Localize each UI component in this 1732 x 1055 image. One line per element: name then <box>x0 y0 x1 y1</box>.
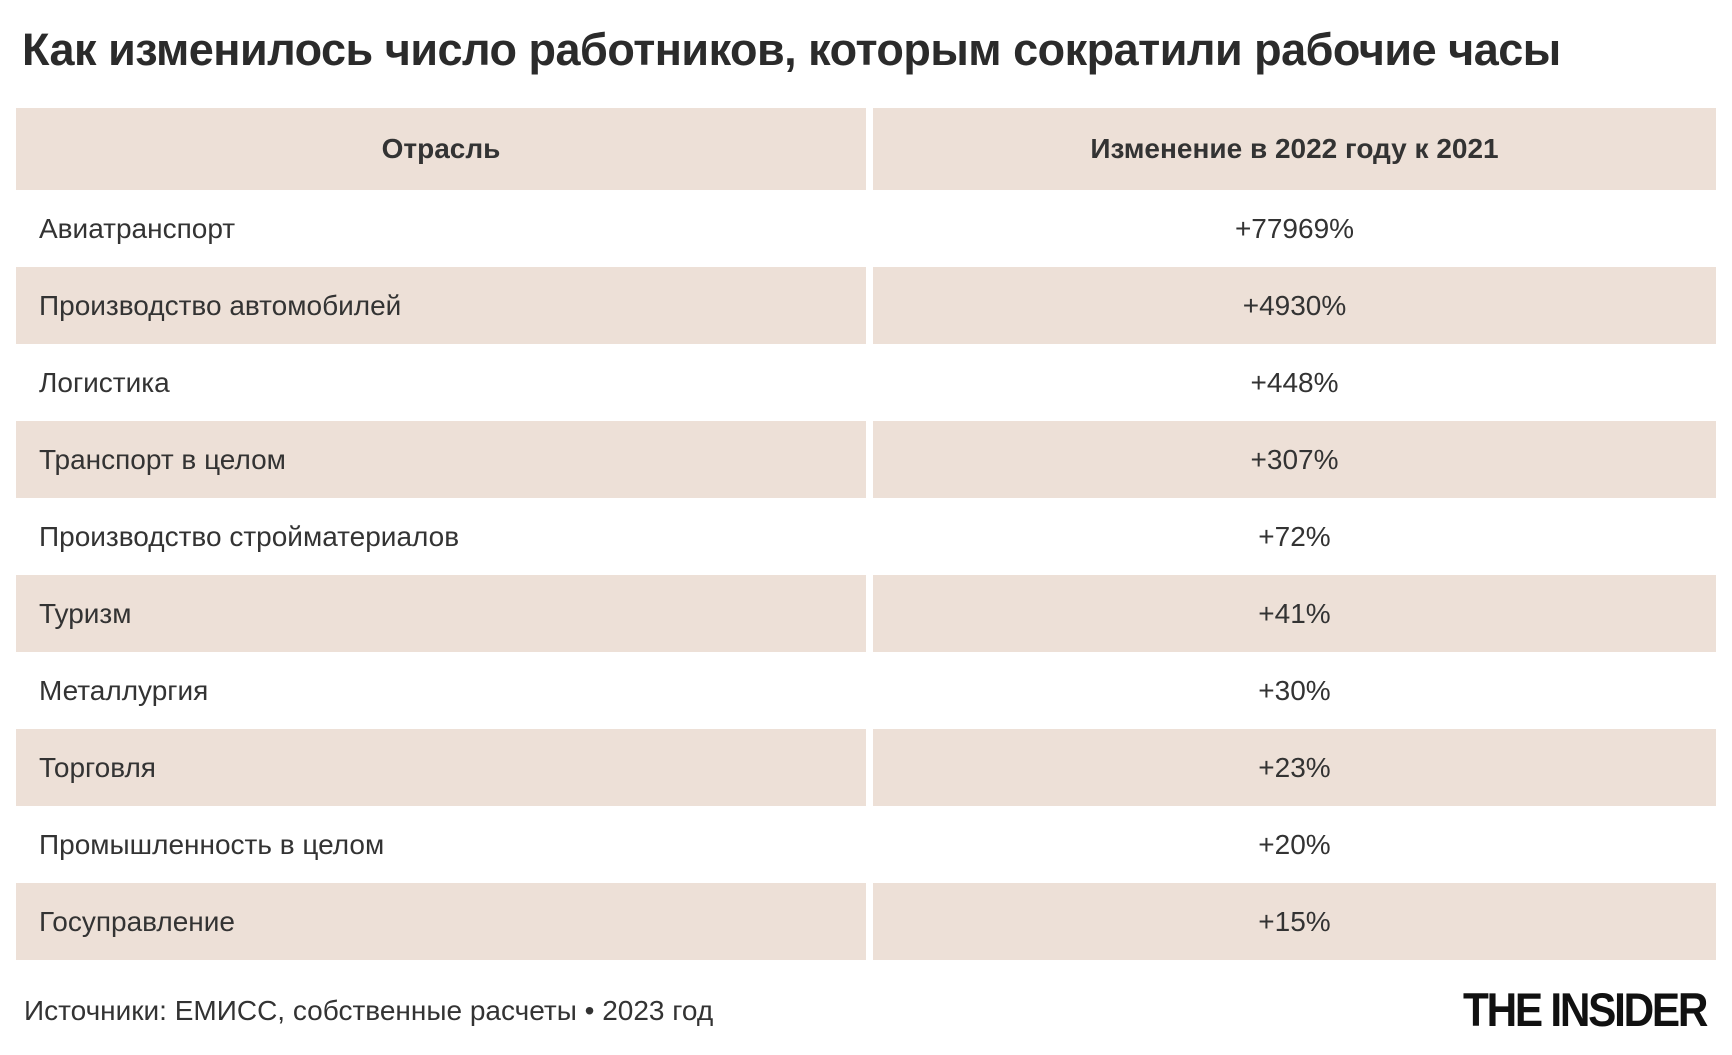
header-cell-industry: Отрасль <box>16 108 866 190</box>
industry-cell: Авиатранспорт <box>39 212 236 244</box>
table-row: Промышленность в целом +20% <box>16 806 1716 883</box>
table-row: Туризм +41% <box>16 575 1716 652</box>
table-row: Транспорт в целом +307% <box>16 421 1716 498</box>
industry-cell: Транспорт в целом <box>16 421 866 498</box>
change-cell: +15% <box>866 883 1716 960</box>
the-insider-logo: THE INSIDER <box>1462 983 1708 1036</box>
industry-cell: Промышленность в целом <box>39 828 385 860</box>
industry-cell: Туризм <box>16 575 866 652</box>
industry-cell: Госуправление <box>16 883 866 960</box>
table-row: Производство стройматериалов +72% <box>16 498 1716 575</box>
table-row: Авиатранспорт +77969% <box>16 190 1716 267</box>
change-cell: +23% <box>866 729 1716 806</box>
change-cell: +307% <box>866 421 1716 498</box>
change-cell: +41% <box>866 575 1716 652</box>
industry-cell: Торговля <box>16 729 866 806</box>
change-cell: +20% <box>866 806 1716 883</box>
header-cell-change: Изменение в 2022 году к 2021 <box>866 108 1716 190</box>
change-cell: +77969% <box>866 190 1716 267</box>
table-row: Торговля +23% <box>16 729 1716 806</box>
data-table: Отрасль Изменение в 2022 году к 2021 Ави… <box>16 108 1716 960</box>
table-body: Авиатранспорт +77969% Производство автом… <box>16 190 1716 960</box>
industry-cell: Производство автомобилей <box>16 267 866 344</box>
table-row: Производство автомобилей +4930% <box>16 267 1716 344</box>
table-header-row: Отрасль Изменение в 2022 году к 2021 <box>16 108 1716 190</box>
industry-cell: Логистика <box>39 366 170 398</box>
change-cell: +4930% <box>866 267 1716 344</box>
industry-cell: Металлургия <box>39 674 209 706</box>
change-cell: +448% <box>866 344 1716 421</box>
industry-cell: Производство стройматериалов <box>39 520 460 552</box>
table-row: Металлургия +30% <box>16 652 1716 729</box>
source-note: Источники: ЕМИСС, собственные расчеты • … <box>24 995 714 1026</box>
page-title: Как изменилось число работников, которым… <box>22 24 1561 75</box>
change-cell: +72% <box>866 498 1716 575</box>
table-row: Логистика +448% <box>16 344 1716 421</box>
table-row: Госуправление +15% <box>16 883 1716 960</box>
change-cell: +30% <box>866 652 1716 729</box>
